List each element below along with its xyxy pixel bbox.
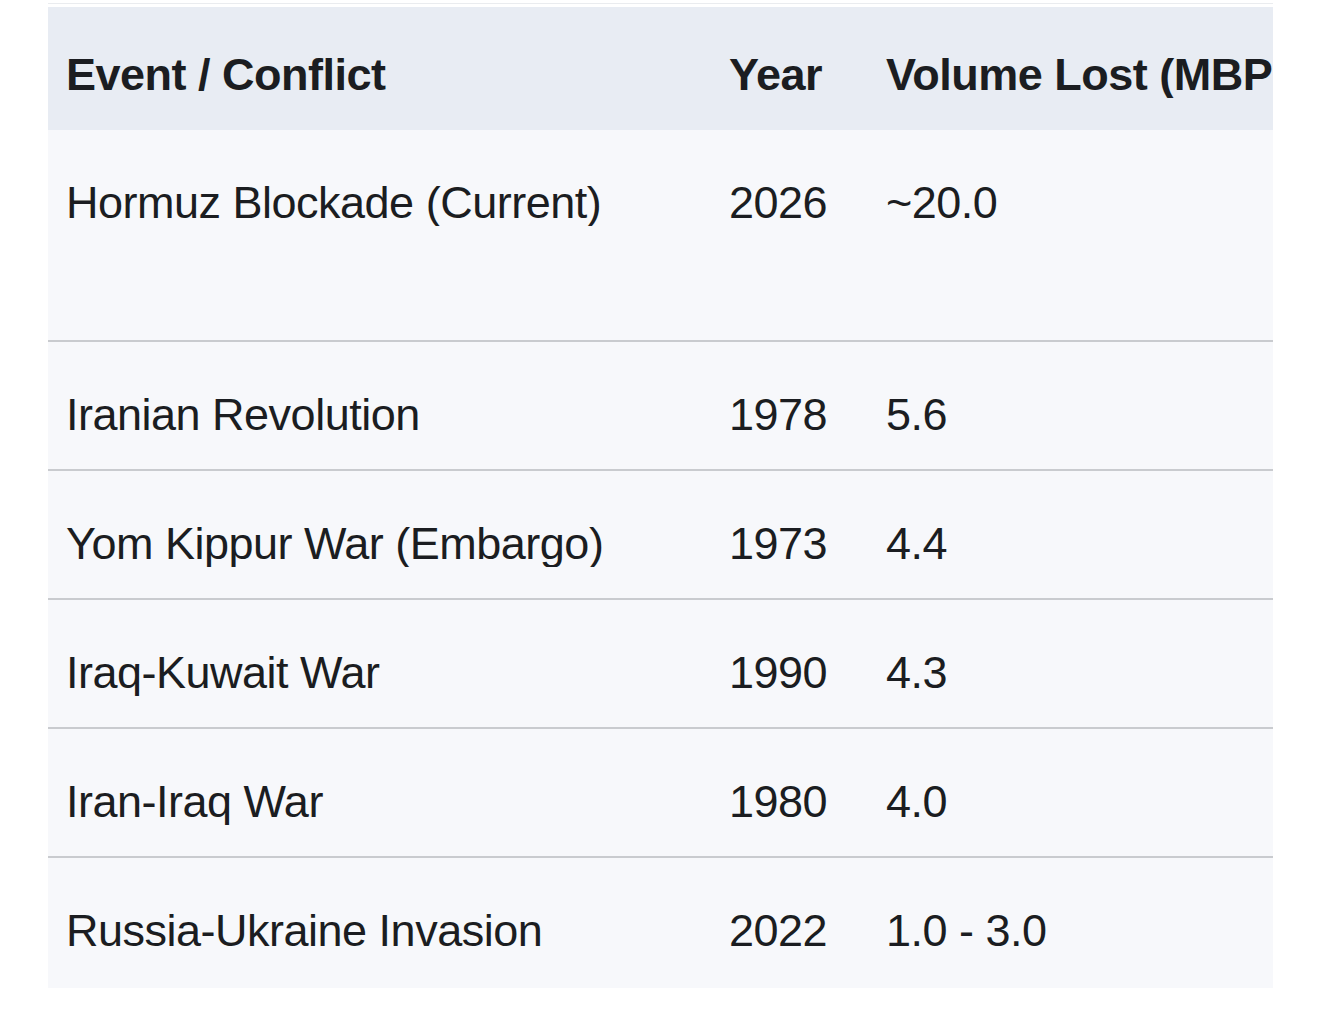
cell-event: Russia-Ukraine Invasion [48, 858, 711, 954]
cell-event: Iraq-Kuwait War [48, 600, 711, 696]
cell-year: 1990 [711, 600, 868, 696]
cell-volume: 1.0 - 3.0 [868, 858, 1273, 954]
table-top-border [48, 3, 1273, 4]
cell-volume: 5.6 [868, 342, 1273, 438]
cell-event: Hormuz Blockade (Current) [48, 130, 711, 226]
column-header-year: Year [711, 52, 868, 98]
cell-year: 2022 [711, 858, 868, 954]
cell-volume: 4.0 [868, 729, 1273, 825]
table-header-row: Event / Conflict Year Volume Lost (MBP [48, 7, 1273, 130]
cell-volume: ~20.0 [868, 130, 1273, 226]
cell-event: Iran-Iraq War [48, 729, 711, 825]
events-table[interactable]: Event / Conflict Year Volume Lost (MBP H… [48, 0, 1273, 988]
page: Event / Conflict Year Volume Lost (MBP H… [0, 0, 1320, 1009]
cell-volume: 4.3 [868, 600, 1273, 696]
table-row: Russia-Ukraine Invasion20221.0 - 3.0 [48, 856, 1273, 988]
cell-year: 1973 [711, 471, 868, 567]
table-row: Iran-Iraq War19804.0 [48, 727, 1273, 856]
cell-event: Iranian Revolution [48, 342, 711, 438]
column-header-event: Event / Conflict [48, 52, 711, 98]
cell-year: 2026 [711, 130, 868, 226]
cell-year: 1980 [711, 729, 868, 825]
column-header-volume-lost: Volume Lost (MBP [868, 52, 1273, 98]
table-row: Yom Kippur War (Embargo)19734.4 [48, 469, 1273, 598]
cell-volume: 4.4 [868, 471, 1273, 567]
table-row: Iraq-Kuwait War19904.3 [48, 598, 1273, 727]
table-row: Hormuz Blockade (Current)2026~20.0 [48, 130, 1273, 340]
table-body: Hormuz Blockade (Current)2026~20.0Irania… [48, 130, 1273, 988]
cell-year: 1978 [711, 342, 868, 438]
table-row: Iranian Revolution19785.6 [48, 340, 1273, 469]
cell-event: Yom Kippur War (Embargo) [48, 471, 711, 567]
